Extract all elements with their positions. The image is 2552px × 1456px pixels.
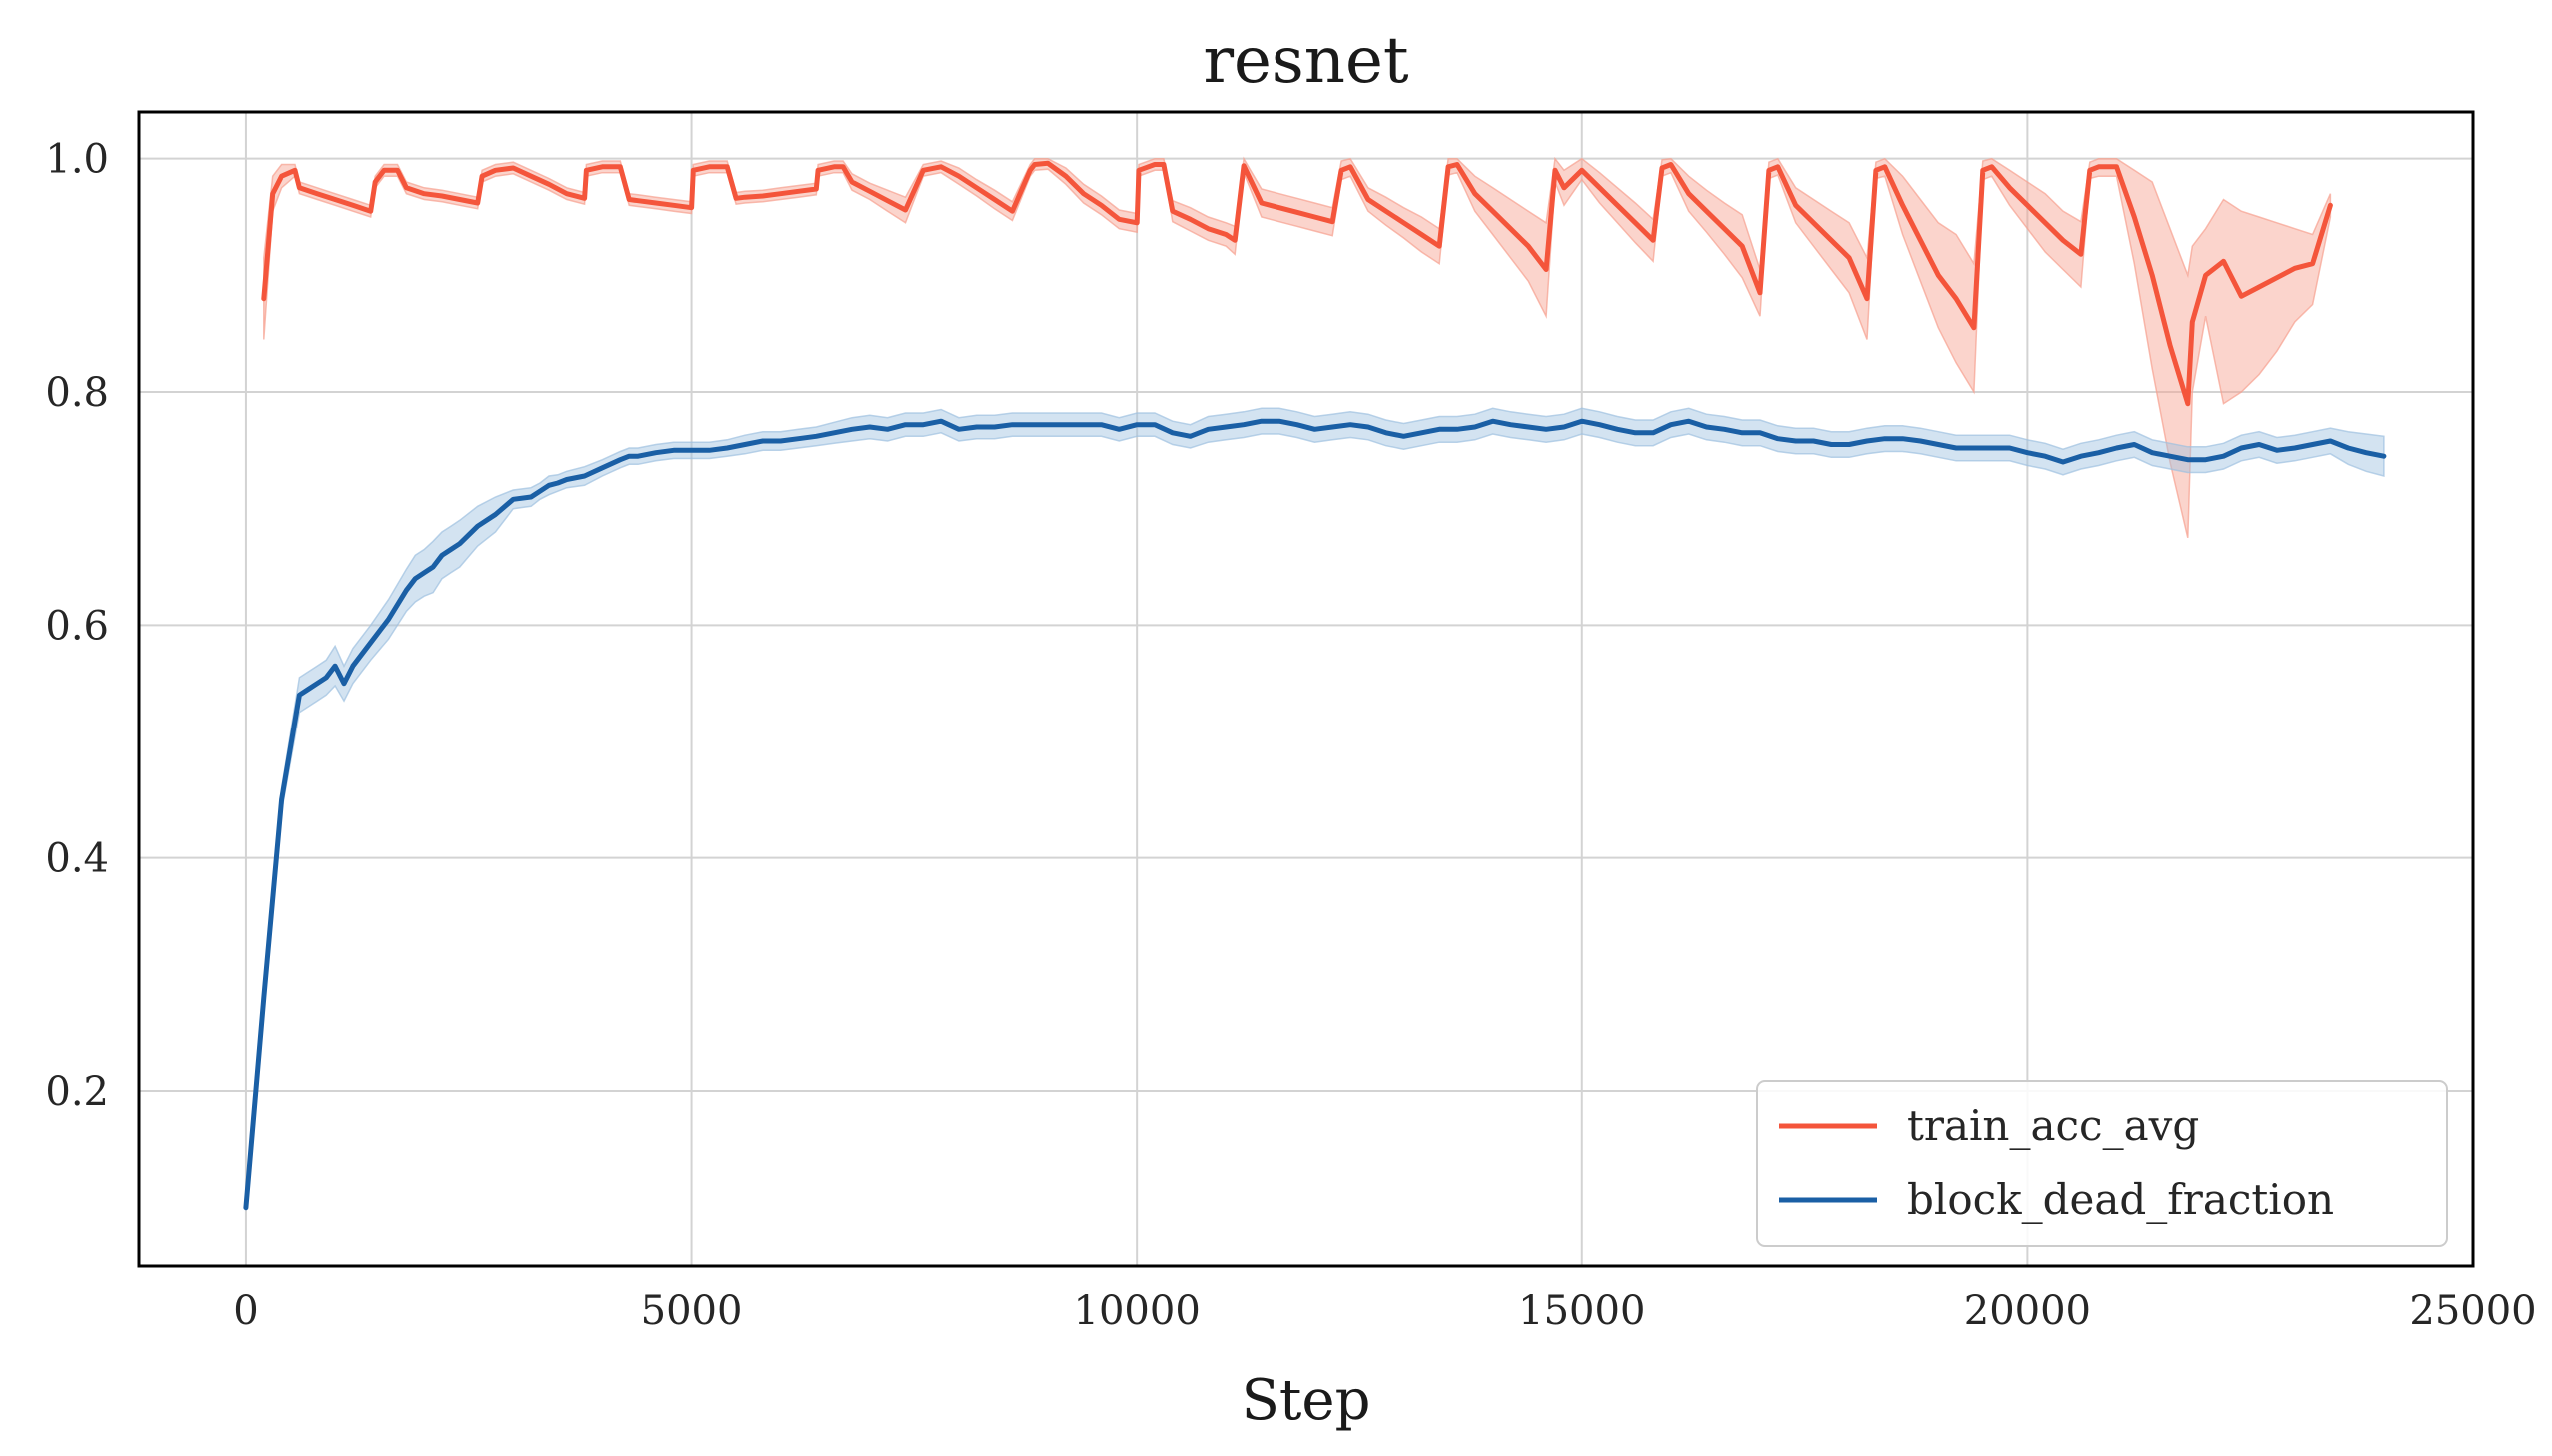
y-tick-label: 0.2 [45,1069,109,1115]
chart-title: resnet [1203,24,1408,98]
series-line-block_dead_fraction [243,418,2387,1211]
plot-frame [137,110,2475,1268]
y-tick-label: 0.4 [45,836,109,882]
y-tick-label: 0.6 [45,603,109,649]
y-tick-label: 1.0 [45,137,109,183]
x-tick-label: 10000 [1074,1288,1201,1334]
y-axis-ticks: 0.2 0.4 0.6 0.8 1.0 [45,137,109,1115]
confidence-bands [245,156,2385,1208]
x-tick-label: 20000 [1964,1288,2091,1334]
series-lines [243,160,2387,1211]
x-tick-label: 5000 [641,1288,743,1334]
x-tick-label: 15000 [1518,1288,1645,1334]
series-line-train_acc_avg [261,160,2333,407]
x-axis-label: Step [1242,1368,1371,1433]
confidence-band-train_acc_avg [263,156,2332,538]
confidence-band-block_dead_fraction [245,407,2385,1208]
x-tick-label: 25000 [2409,1288,2536,1334]
legend: train_acc_avg block_dead_fraction [1756,1080,2448,1247]
legend-label: train_acc_avg [1907,1101,2199,1150]
legend-label: block_dead_fraction [1907,1175,2334,1224]
y-tick-label: 0.8 [45,370,109,416]
legend-box [1756,1080,2448,1247]
x-tick-label: 0 [233,1288,258,1334]
x-axis-ticks: 0 5000 10000 15000 20000 25000 [233,1288,2536,1334]
